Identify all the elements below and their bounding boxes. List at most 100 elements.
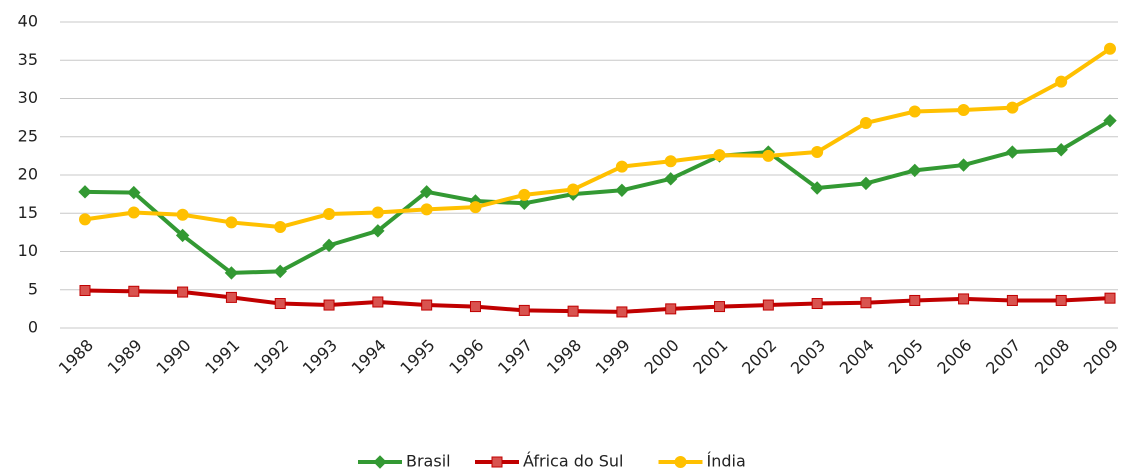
data-point [421, 299, 433, 311]
series-line [84, 288, 1111, 314]
data-point [419, 185, 434, 199]
data-point [273, 264, 287, 279]
legend-marker [491, 456, 503, 468]
data-point [811, 298, 823, 310]
data-point [1104, 292, 1116, 304]
data-point [323, 299, 335, 311]
data-point [274, 298, 286, 310]
data-point [371, 224, 385, 238]
y-tick-label: 30 [18, 88, 38, 107]
data-point [79, 213, 91, 226]
series-line [84, 47, 1112, 230]
data-point [616, 306, 628, 318]
x-tick-label: 1988 [55, 336, 97, 378]
data-point [567, 183, 580, 196]
data-point [78, 185, 92, 199]
x-tick-label: 2007 [982, 336, 1024, 378]
x-tick-label: 2005 [885, 336, 927, 378]
data-point [810, 181, 824, 195]
legend-marker [674, 456, 687, 468]
data-point [859, 116, 872, 129]
data-point [567, 305, 579, 317]
data-point [909, 294, 921, 306]
x-tick-label: 1993 [299, 336, 341, 378]
legend-label: Índia [707, 452, 746, 471]
x-tick-label: 2008 [1031, 336, 1073, 378]
data-point [713, 149, 726, 162]
data-point [225, 291, 237, 303]
x-tick-label: 1989 [104, 336, 146, 378]
x-tick-label: 2009 [1080, 336, 1122, 378]
y-tick-label: 35 [18, 50, 38, 69]
data-point [664, 172, 678, 186]
data-point [1103, 113, 1117, 128]
data-point [469, 201, 482, 214]
x-tick-label: 2003 [787, 336, 829, 378]
data-point [714, 301, 726, 313]
data-point [518, 304, 530, 316]
x-tick-label: 1998 [543, 336, 585, 378]
y-tick-label: 40 [18, 12, 38, 31]
x-tick-label: 1997 [494, 336, 536, 378]
data-point [176, 208, 189, 221]
data-point [615, 183, 629, 198]
data-point [175, 228, 190, 243]
data-point [469, 301, 481, 313]
data-point [665, 303, 677, 315]
x-tick-label: 2006 [933, 336, 975, 378]
data-point [956, 158, 971, 172]
data-point [664, 155, 677, 168]
data-point [762, 149, 775, 162]
data-point [958, 293, 970, 305]
data-point [371, 206, 384, 219]
data-point [957, 103, 970, 116]
data-point [372, 296, 384, 308]
data-point [127, 206, 140, 219]
data-point [1104, 42, 1116, 55]
data-point [127, 185, 141, 200]
data-point [762, 299, 774, 311]
y-tick-label: 20 [18, 165, 38, 184]
data-point [224, 266, 239, 280]
data-point [79, 285, 91, 297]
data-point [860, 297, 872, 309]
legend-label: África do Sul [523, 452, 624, 471]
data-point [517, 196, 531, 211]
data-point [908, 105, 921, 118]
data-point [1054, 143, 1068, 157]
data-point [908, 163, 922, 178]
y-tick-label: 25 [18, 126, 38, 145]
data-point [1055, 294, 1067, 306]
data-point [1055, 75, 1068, 88]
data-point [615, 160, 628, 173]
series-line [84, 118, 1112, 275]
data-point [177, 286, 189, 298]
x-tick-label: 1990 [152, 336, 194, 378]
data-point [859, 176, 873, 191]
data-point [518, 188, 531, 201]
x-tick-label: 2000 [640, 336, 682, 378]
x-tick-label: 2001 [689, 336, 731, 378]
x-tick-label: 1996 [445, 336, 487, 378]
data-point [1006, 101, 1019, 114]
data-point [420, 203, 433, 216]
legend-marker [373, 455, 387, 469]
legend-label: Brasil [406, 452, 451, 471]
data-point [225, 216, 238, 229]
data-point [274, 221, 287, 234]
x-tick-label: 2002 [738, 336, 780, 378]
data-point [323, 208, 336, 221]
y-tick-label: 10 [18, 241, 38, 260]
x-tick-label: 1999 [592, 336, 634, 378]
y-tick-label: 5 [28, 279, 38, 298]
x-tick-label: 1992 [250, 336, 292, 378]
y-tick-label: 15 [18, 203, 38, 222]
x-tick-label: 1991 [201, 336, 243, 378]
x-tick-label: 1994 [348, 336, 390, 378]
data-point [811, 146, 824, 159]
x-tick-label: 2004 [836, 336, 878, 378]
y-tick-label: 0 [28, 318, 38, 337]
data-point [1006, 294, 1018, 306]
data-point [1005, 145, 1020, 159]
